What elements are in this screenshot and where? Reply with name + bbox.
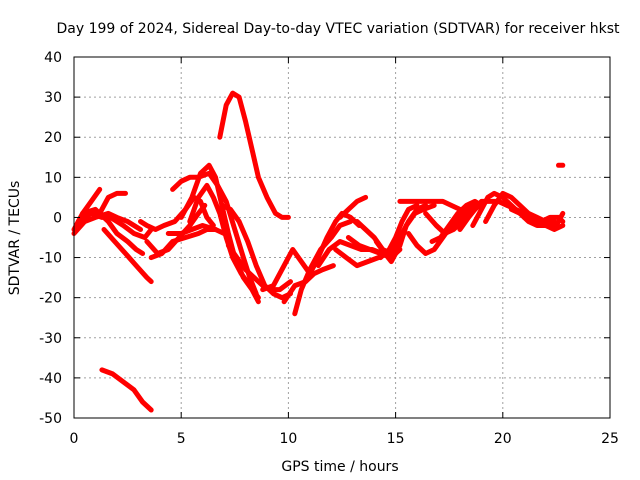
y-tick-label: -30	[39, 331, 62, 347]
tick-labels: 0 5 10 15 20 25 -50 -40 -30 -20 -10 0 10 20 30 40	[39, 50, 619, 447]
x-tick-label: 10	[279, 431, 297, 447]
series-track-15	[217, 90, 291, 220]
series-track-21	[303, 210, 362, 285]
series-track-10	[148, 227, 218, 261]
x-tick-label: 0	[70, 431, 79, 447]
data-series	[71, 90, 566, 413]
y-tick-label: -40	[39, 371, 62, 387]
y-tick-label: 10	[44, 170, 62, 186]
x-tick-label: 5	[177, 431, 186, 447]
series-track-4	[75, 210, 154, 240]
grid-lines	[74, 57, 610, 418]
y-tick-label: -50	[39, 411, 62, 427]
series-track-18	[260, 247, 313, 293]
x-tick-label: 20	[494, 431, 512, 447]
y-tick-label: 20	[44, 130, 62, 146]
chart-title: Day 199 of 2024, Sidereal Day-to-day VTE…	[57, 21, 620, 37]
y-tick-label: 0	[53, 210, 62, 226]
series-track-6	[101, 227, 154, 285]
x-axis-label: GPS time / hours	[281, 459, 398, 475]
y-tick-label: 40	[44, 50, 62, 66]
series-track-14	[187, 182, 261, 301]
series-track-16	[219, 202, 293, 301]
series-track-7	[99, 367, 154, 413]
series-track-5	[80, 206, 146, 256]
x-tick-label: 25	[601, 431, 619, 447]
y-tick-label: 30	[44, 90, 62, 106]
series-track-3	[71, 210, 143, 236]
series-track-39	[547, 210, 566, 228]
series-track-11	[165, 223, 227, 236]
axis-ticks	[73, 56, 611, 419]
plot-frame	[73, 56, 611, 419]
series-track-24	[337, 194, 369, 220]
series-track-29	[397, 198, 463, 212]
series-track-2	[97, 190, 128, 216]
series-track-32	[429, 198, 484, 244]
y-tick-label: -10	[39, 251, 62, 267]
y-axis-label: SDTVAR / TECUs	[7, 181, 23, 296]
y-tick-label: -20	[39, 291, 62, 307]
series-track-37	[508, 206, 566, 232]
series-track-28	[378, 202, 420, 261]
x-tick-label: 15	[387, 431, 405, 447]
series-track-17	[225, 243, 293, 293]
